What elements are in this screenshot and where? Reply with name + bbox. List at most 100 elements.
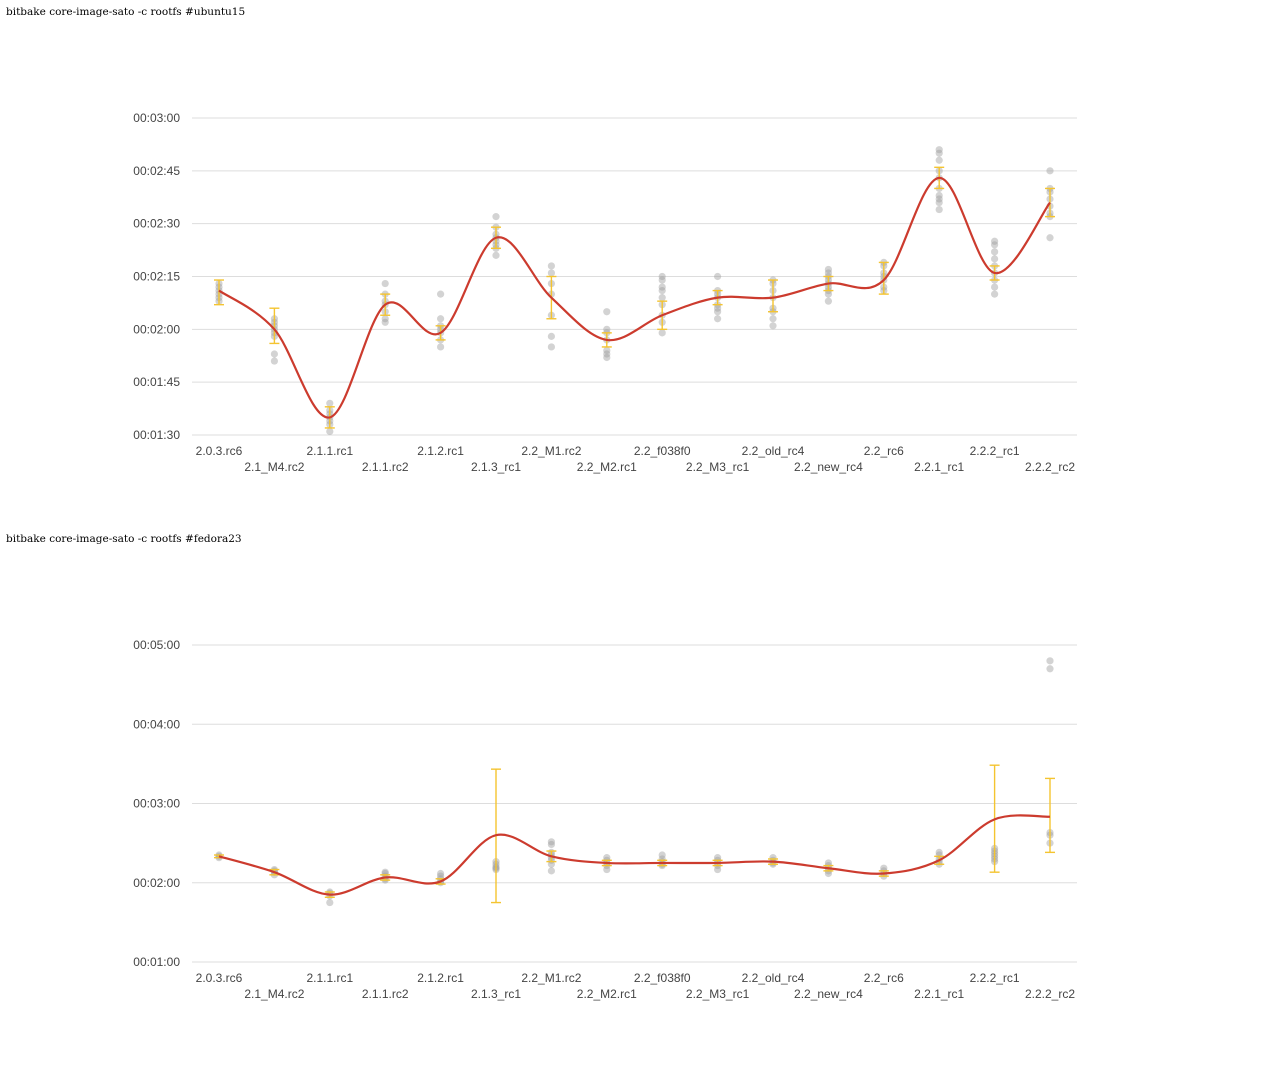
x-tick-label: 2.2_M2.rc1 (577, 460, 637, 474)
run-point (492, 213, 500, 221)
x-tick-label: 2.2.1_rc1 (914, 460, 964, 474)
x-tick-label: 2.2_rc6 (864, 444, 904, 458)
run-point (1046, 234, 1054, 242)
x-tick-label: 2.1.3_rc1 (471, 987, 521, 1001)
x-tick-label: 2.2_old_rc4 (742, 971, 805, 985)
run-point (991, 237, 999, 245)
y-tick-label: 00:01:00 (133, 955, 180, 969)
x-tick-label: 2.1.1.rc1 (306, 444, 353, 458)
x-tick-label: 2.1_M4.rc2 (244, 987, 304, 1001)
x-tick-label: 2.1_M4.rc2 (244, 460, 304, 474)
run-point (326, 898, 334, 907)
run-point (769, 315, 777, 323)
run-point (658, 329, 666, 337)
x-tick-label: 2.2_M2.rc1 (577, 987, 637, 1001)
y-tick-label: 00:04:00 (133, 717, 180, 731)
x-tick-label: 2.2_M3_rc1 (686, 987, 750, 1001)
y-tick-label: 00:03:00 (133, 111, 180, 125)
x-tick-label: 2.2_f038f0 (634, 971, 691, 985)
run-point (437, 343, 445, 351)
run-point (603, 325, 611, 333)
x-tick-label: 2.2.2_rc1 (970, 444, 1020, 458)
x-tick-label: 2.1.3_rc1 (471, 460, 521, 474)
y-tick-label: 00:02:15 (133, 270, 180, 284)
mean-line (218, 176, 1051, 419)
mean-line (218, 814, 1051, 896)
run-point (991, 248, 999, 256)
run-point (824, 869, 833, 878)
run-point (603, 353, 611, 362)
x-tick-label: 2.2_M1.rc2 (521, 444, 581, 458)
run-point (935, 848, 943, 856)
run-point (437, 290, 445, 298)
run-point (991, 241, 999, 249)
run-point (547, 867, 556, 875)
x-tick-label: 2.2.2_rc2 (1025, 460, 1075, 474)
run-point (991, 290, 999, 298)
x-tick-label: 2.2_rc6 (864, 971, 904, 985)
run-point (714, 315, 722, 323)
run-point (492, 251, 500, 259)
x-tick-label: 2.2_new_rc4 (794, 987, 863, 1001)
run-point (935, 149, 943, 157)
run-point (935, 156, 943, 164)
run-point (603, 346, 611, 355)
run-point (1046, 167, 1054, 175)
run-point (547, 838, 556, 846)
run-point (658, 276, 666, 284)
run-point (714, 272, 722, 281)
x-tick-label: 2.2.1_rc1 (914, 987, 964, 1001)
x-tick-label: 2.2_new_rc4 (794, 460, 863, 474)
run-point (1046, 665, 1054, 673)
run-point (270, 350, 278, 358)
run-point (381, 315, 389, 323)
y-tick-label: 00:02:00 (133, 876, 180, 890)
run-point (547, 262, 556, 270)
error-bar (214, 279, 224, 306)
x-tick-label: 2.2_old_rc4 (742, 444, 805, 458)
run-point (658, 286, 666, 295)
run-point (547, 332, 556, 340)
run-point (547, 343, 556, 351)
x-tick-label: 2.1.1.rc1 (306, 971, 353, 985)
run-point (381, 318, 389, 326)
run-point (547, 840, 556, 849)
run-point (381, 868, 389, 876)
run-point (603, 308, 611, 316)
run-point (603, 854, 611, 862)
chart-fedora23: 00:01:00 00:02:00 00:03:00 00:04:00 00:05:00… (133, 638, 1077, 1001)
run-point (381, 279, 389, 288)
run-point (658, 283, 666, 291)
run-point (824, 269, 833, 277)
run-point (991, 255, 999, 263)
run-point (547, 860, 556, 868)
run-point (603, 350, 611, 358)
x-tick-label: 2.1.1.rc2 (362, 460, 409, 474)
run-point (270, 357, 278, 365)
run-point (714, 865, 722, 874)
run-point (437, 869, 445, 878)
x-tick-label: 2.2.2_rc1 (970, 971, 1020, 985)
run-point (603, 865, 611, 874)
y-tick-label: 00:02:45 (133, 164, 180, 178)
run-point (769, 322, 777, 330)
run-point (714, 854, 722, 862)
x-tick-label: 2.2_M3_rc1 (686, 460, 750, 474)
x-tick-label: 2.1.1.rc2 (362, 987, 409, 1001)
run-point (658, 851, 666, 859)
run-point (880, 864, 888, 872)
error-bar (1045, 187, 1055, 218)
run-point (935, 205, 943, 214)
run-point (326, 399, 334, 407)
y-tick-label: 00:02:30 (133, 217, 180, 231)
run-point (824, 297, 833, 305)
error-bar (269, 307, 280, 345)
error-bar (768, 279, 778, 313)
run-point (326, 427, 334, 436)
chart-title-fedora23: bitbake core-image-sato -c rootfs #fedor… (6, 533, 242, 545)
run-point (991, 283, 999, 291)
error-bar (878, 261, 889, 295)
x-tick-label: 2.2_M1.rc2 (521, 971, 581, 985)
run-point (935, 191, 943, 200)
y-tick-label: 00:05:00 (133, 638, 180, 652)
